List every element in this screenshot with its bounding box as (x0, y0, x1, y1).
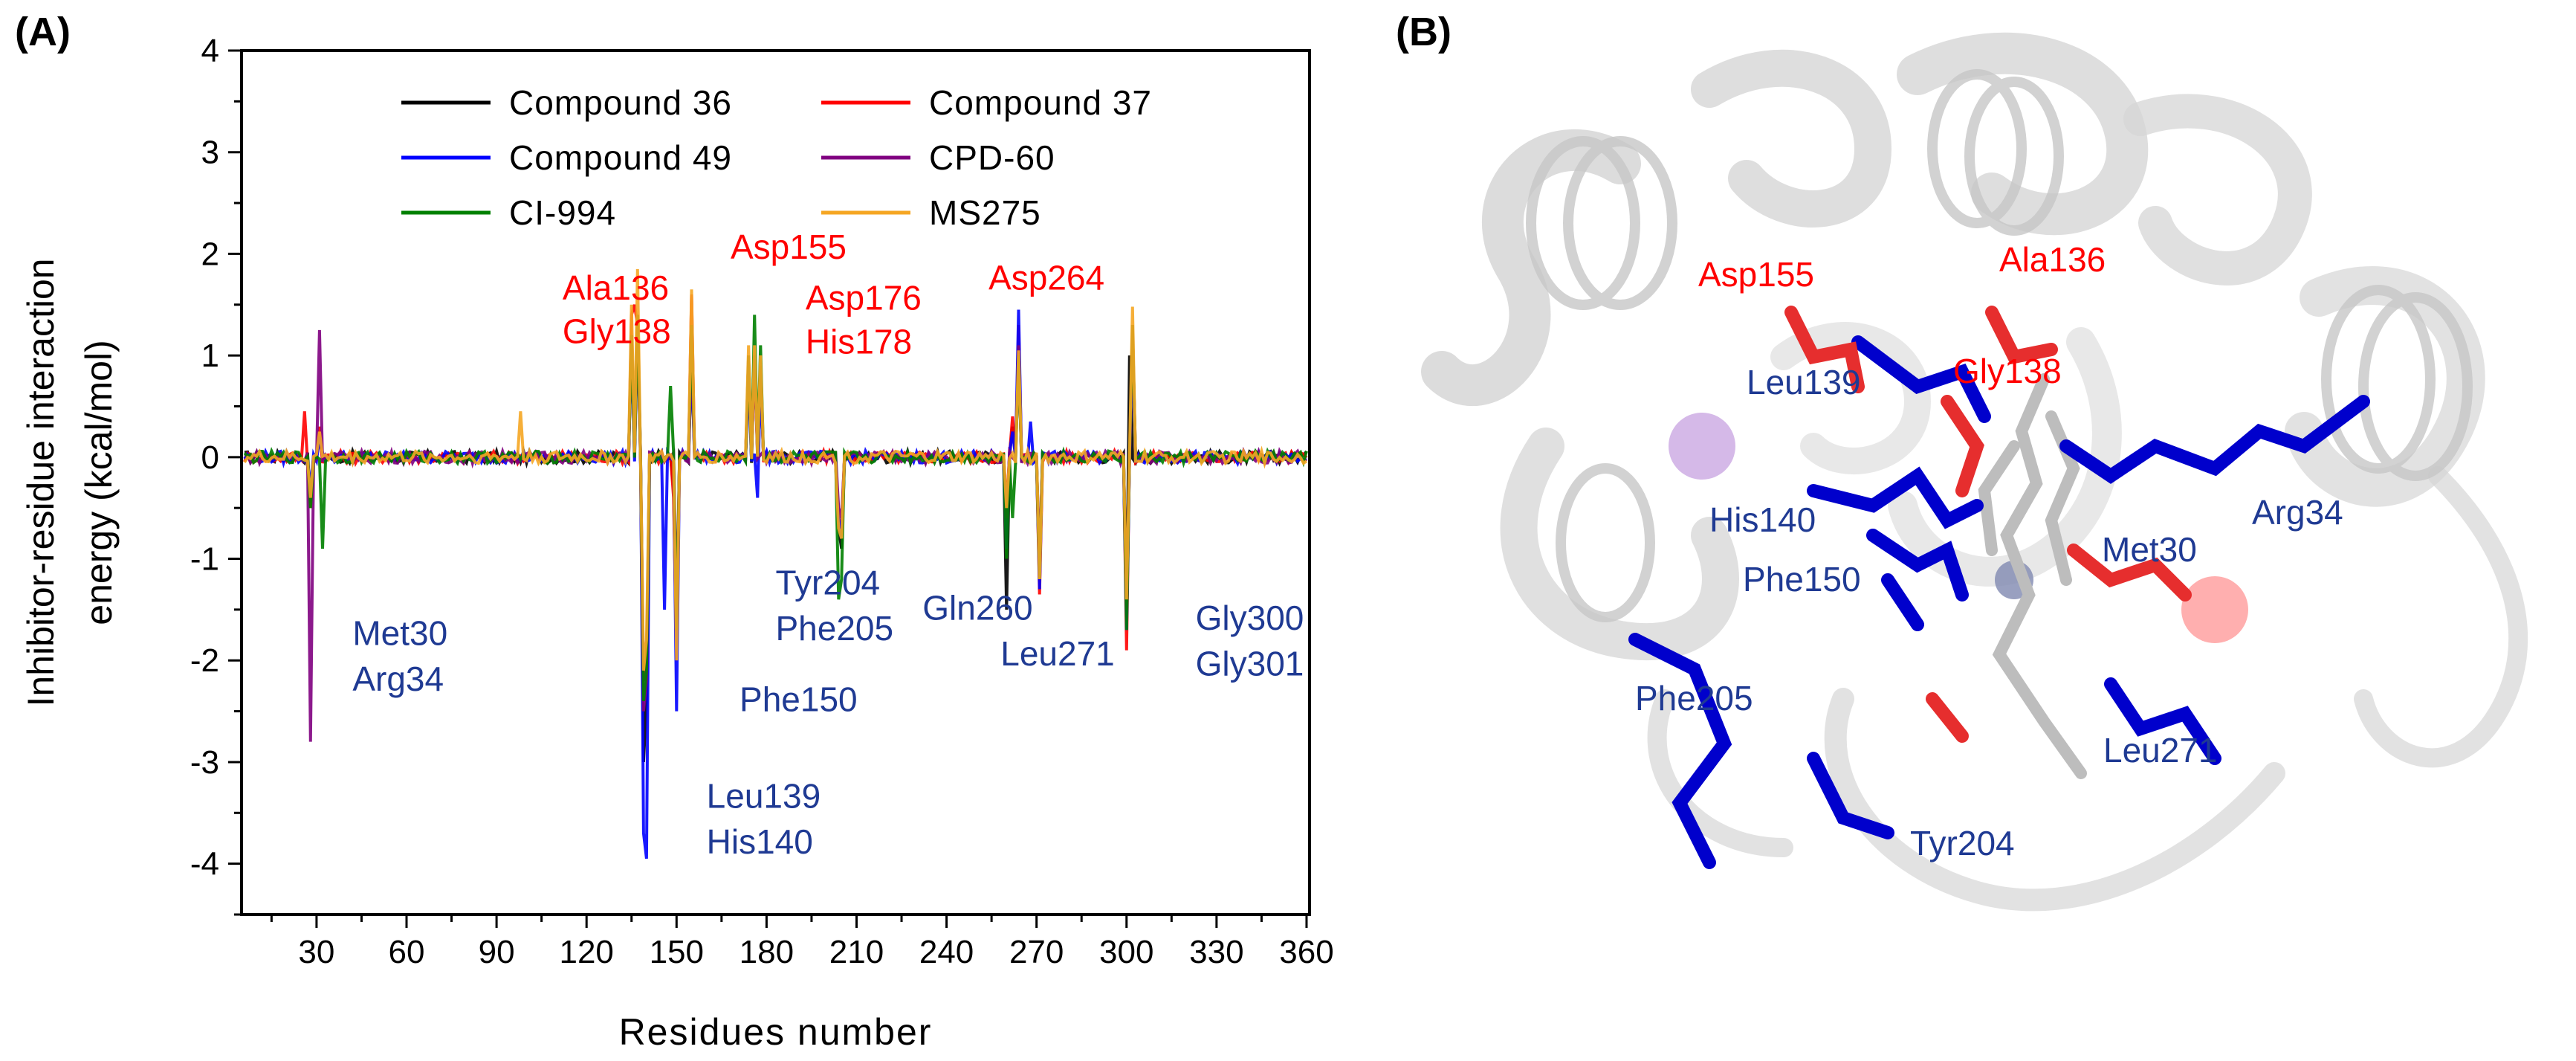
annotation-label: Phe150 (740, 680, 858, 719)
annotation-label: Phe205 (776, 609, 894, 648)
legend-label: CI-994 (509, 193, 616, 232)
y-tick-label: 1 (201, 338, 219, 374)
y-axis-title-line1: Inhibitor-residue interaction (20, 258, 62, 706)
plot-frame (240, 49, 1311, 916)
blue-residue-sticks (1628, 335, 2370, 869)
annotation-label: Gly301 (1196, 645, 1304, 683)
label-leu139: Leu139 (1747, 363, 1861, 401)
annotation-label: Asp176 (806, 279, 922, 317)
y-tick-label: -3 (190, 744, 219, 781)
x-tick-label: 240 (919, 934, 974, 970)
label-arg34: Arg34 (2252, 493, 2343, 532)
annotation-label: His178 (806, 322, 912, 361)
x-tick-label: 30 (298, 934, 334, 970)
y-tick-label: -4 (190, 846, 219, 883)
annotation-label: Gly138 (563, 312, 671, 351)
annotation-label: Tyr204 (776, 563, 881, 602)
series-line-ms275 (243, 268, 1308, 671)
x-tick-label: 120 (559, 934, 613, 970)
red-residue-sticks (1784, 306, 2192, 743)
annotation-label: Leu271 (1000, 634, 1115, 673)
label-leu271: Leu271 (2103, 731, 2218, 770)
x-tick-label: 210 (829, 934, 884, 970)
annotation-label: His140 (707, 822, 813, 861)
label-tyr204: Tyr204 (1910, 824, 2015, 862)
annotation-label: Leu139 (707, 776, 821, 815)
label-his140: His140 (1709, 500, 1816, 539)
x-axis-title: Residues number (619, 1011, 933, 1053)
annotation-label: Asp264 (988, 258, 1104, 297)
spheres (1669, 413, 2248, 643)
label-asp155: Asp155 (1698, 255, 1814, 294)
legend-label: Compound 37 (929, 83, 1152, 122)
legend-label: CPD-60 (929, 138, 1055, 177)
annotation-label: Asp155 (731, 228, 847, 266)
y-axis-title-line2: energy (kcal/mol) (78, 340, 120, 625)
label-met30: Met30 (2102, 530, 2197, 569)
x-tick-label: 360 (1279, 934, 1333, 970)
helix-coils (1526, 69, 2473, 622)
y-tick-label: 4 (201, 33, 219, 69)
x-tick-label: 60 (389, 934, 425, 970)
annotation-label: Gln260 (922, 589, 1032, 628)
annotation-label: Gly300 (1196, 599, 1304, 637)
legend-label: Compound 36 (509, 83, 732, 122)
interaction-energy-chart: 30 60 90 120 150 180 210 240 270 300 330 360-4-3-2-… (20, 33, 1334, 1053)
label-gly138: Gly138 (1953, 352, 2062, 390)
legend-label: MS275 (929, 193, 1041, 232)
structure-labels: Asp155 Ala136 Gly138 Leu139 His140 Arg34… (1635, 240, 2343, 862)
x-tick-label: 180 (740, 934, 794, 970)
y-tick-label: 0 (201, 439, 219, 476)
panel-a-label: (A) (15, 10, 71, 54)
x-tick-label: 300 (1099, 934, 1153, 970)
y-tick-label: -2 (190, 642, 219, 679)
legend-label: Compound 49 (509, 138, 732, 177)
annotation-label: Met30 (352, 614, 447, 653)
x-tick-label: 270 (1009, 934, 1064, 970)
protein-structure-image: Asp155 Ala136 Gly138 Leu139 His140 Arg34… (1421, 32, 2528, 912)
x-tick-label: 90 (479, 934, 515, 970)
x-tick-label: 150 (650, 934, 704, 970)
y-tick-label: -1 (190, 541, 219, 578)
label-ala136: Ala136 (1999, 240, 2106, 279)
x-tick-label: 330 (1189, 934, 1243, 970)
y-tick-label: 3 (201, 135, 219, 171)
label-phe205: Phe205 (1635, 679, 1753, 717)
label-phe150: Phe150 (1743, 560, 1861, 599)
annotation-label: Arg34 (352, 660, 444, 698)
ribbon-backdrop (1421, 32, 2528, 912)
y-tick-label: 2 (201, 236, 219, 272)
annotation-label: Ala136 (563, 268, 669, 307)
panel-b-label: (B) (1396, 10, 1452, 54)
